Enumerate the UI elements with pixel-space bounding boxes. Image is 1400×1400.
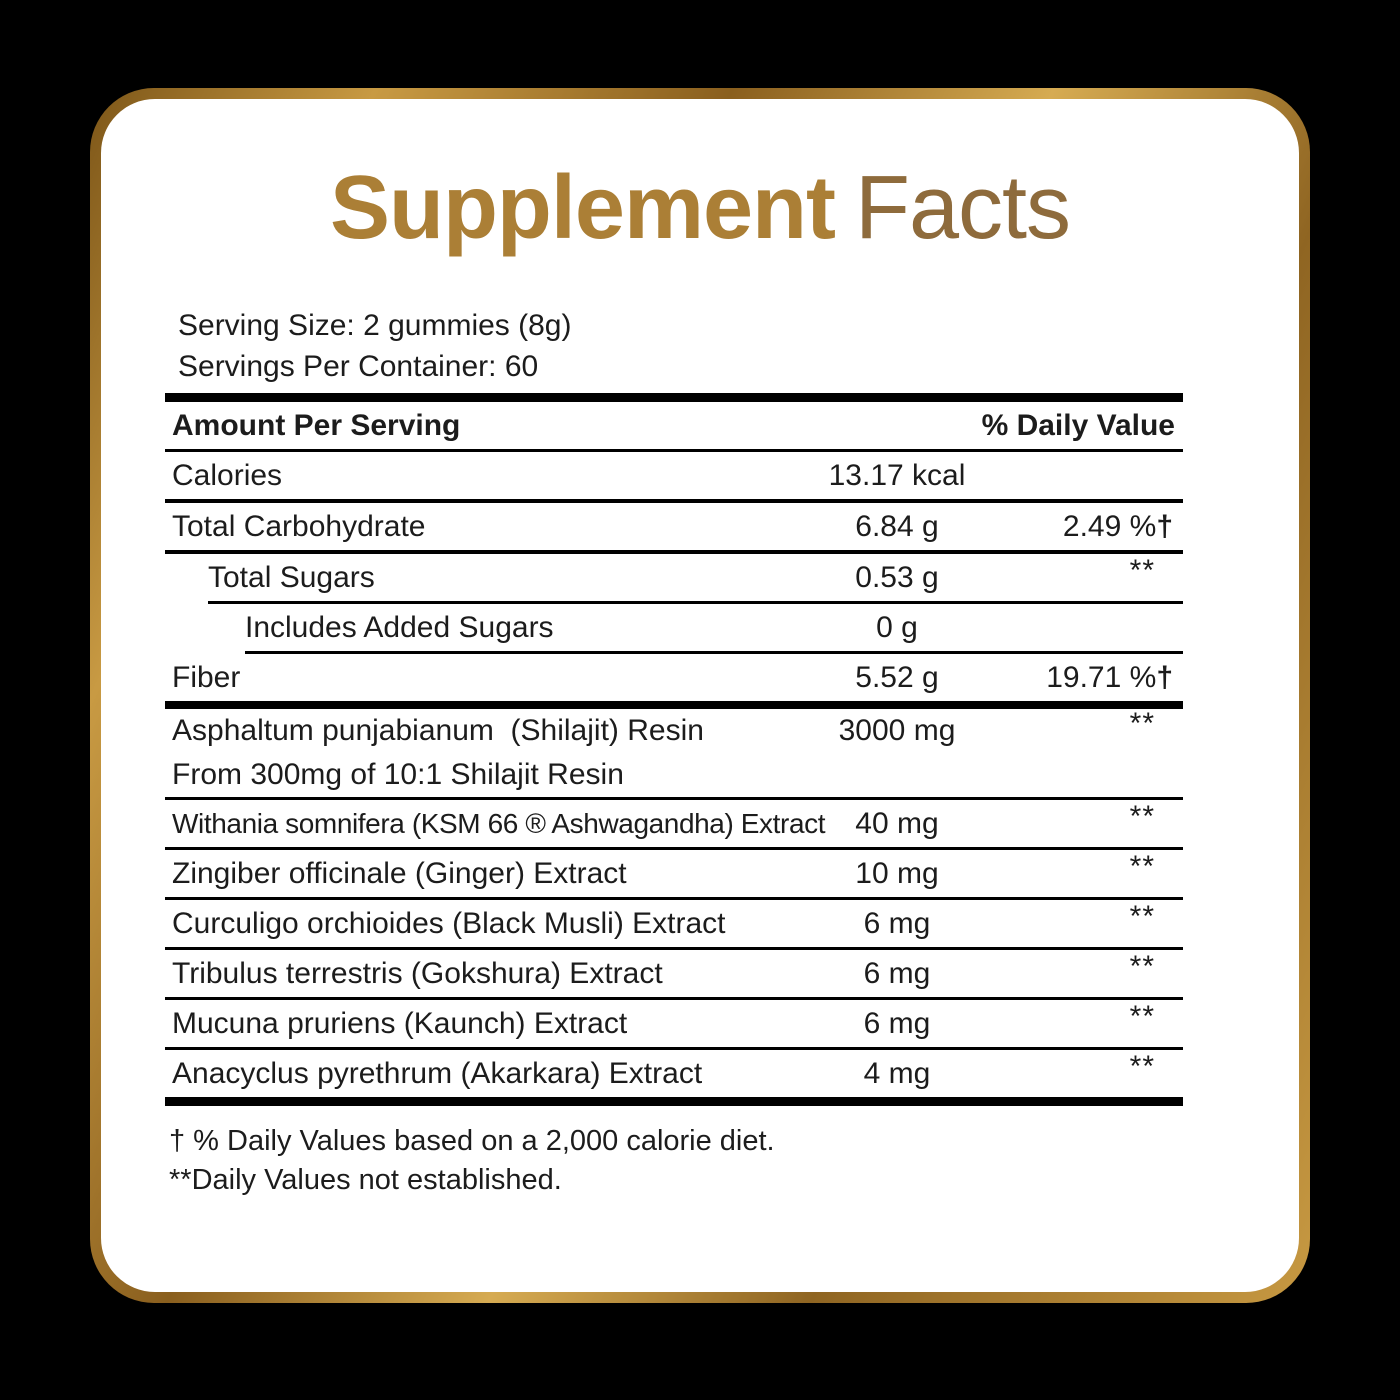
table-row: Anacyclus pyrethrum (Akarkara) Extract 4 … [165, 1050, 1183, 1097]
row-name: Zingiber officinale (Ginger) Extract [172, 856, 627, 890]
row-amount: 6.84 g [855, 509, 939, 543]
table-row: Mucuna pruriens (Kaunch) Extract 6 mg ** [165, 1000, 1183, 1047]
amount-per-serving-header: Amount Per Serving [172, 408, 461, 442]
row-name: Withania somnifera (KSM 66 ® Ashwagandha… [172, 807, 826, 839]
row-name: Fiber [172, 660, 241, 694]
row-divider [208, 601, 1183, 604]
table-row: Fiber 5.52 g 19.71 %† [165, 654, 1183, 701]
row-amount: 40 mg [855, 806, 939, 840]
table-bottom-bar [165, 1097, 1183, 1106]
row-name: Total Carbohydrate [172, 509, 426, 543]
daily-value-stars: ** [1129, 553, 1155, 587]
dagger-symbol: † [1156, 660, 1173, 694]
row-name: Calories [172, 458, 283, 492]
table-row: Zingiber officinale (Ginger) Extract 10 m… [165, 850, 1183, 897]
facts-table: Amount Per Serving % Daily Value Calories 1… [165, 393, 1183, 1106]
table-row: Calories 13.17 kcal [165, 452, 1183, 499]
row-divider [245, 651, 1183, 654]
row-amount: 5.52 g [855, 660, 939, 694]
row-name-line2: From 300mg of 10:1 Shilajit Resin [172, 758, 624, 791]
row-divider [165, 997, 1183, 1000]
table-row: Withania somnifera (KSM 66 ® Ashwagandha… [165, 800, 1183, 847]
table-row: Asphaltum punjabianum (Shilajit) Resin Fr… [165, 707, 1183, 797]
row-amount: 6 mg [863, 1006, 931, 1040]
row-daily-value: ** [997, 1000, 1183, 1041]
page-title: Supplement Facts [101, 163, 1299, 253]
row-daily-value: ** [997, 800, 1183, 841]
row-daily-value: ** [997, 850, 1183, 891]
footnote-not-established: **Daily Values not established. [169, 1164, 562, 1196]
row-daily-value: 19.71 %† [1046, 660, 1173, 694]
daily-value-stars: ** [1129, 799, 1155, 833]
row-name-line1: Asphaltum punjabianum (Shilajit) Resin [172, 714, 704, 747]
row-daily-value: ** [997, 950, 1183, 991]
dagger-symbol: † [1156, 509, 1173, 543]
row-name: Anacyclus pyrethrum (Akarkara) Extract [172, 1056, 703, 1090]
row-amount: 0 g [876, 610, 918, 644]
table-top-bar [165, 393, 1183, 402]
daily-value-stars: ** [1129, 949, 1155, 983]
table-row: Total Sugars 0.53 g ** [165, 554, 1183, 601]
row-amount: 10 mg [855, 856, 939, 890]
daily-value-stars: ** [1129, 707, 1155, 740]
gold-border: Supplement Facts Serving Size: 2 gummies … [90, 88, 1310, 1303]
daily-value-stars: ** [1129, 899, 1155, 933]
row-daily-value: ** [997, 554, 1183, 595]
table-header-row: Amount Per Serving % Daily Value [165, 402, 1183, 449]
row-name: Includes Added Sugars [245, 610, 554, 644]
row-name: Asphaltum punjabianum (Shilajit) Resin Fr… [165, 709, 797, 797]
row-daily-value: ** [997, 1050, 1183, 1091]
row-amount: 13.17 kcal [828, 458, 966, 492]
row-name: Total Sugars [208, 560, 375, 594]
row-amount: 3000 mg [838, 714, 956, 747]
row-divider [165, 1047, 1183, 1050]
row-daily-value: ** [997, 900, 1183, 941]
servings-per-container: Servings Per Container: 60 [178, 350, 539, 383]
title-facts: Facts [855, 158, 1071, 258]
row-daily-value: 2.49 %† [1062, 509, 1173, 543]
table-row: Includes Added Sugars 0 g [165, 604, 1183, 651]
footnote-daily-value: † % Daily Values based on a 2,000 calori… [169, 1125, 775, 1157]
title-supplement: Supplement [329, 158, 836, 258]
footnotes: † % Daily Values based on a 2,000 calori… [169, 1122, 1299, 1200]
table-row: Curculigo orchioides (Black Musli) Extra… [165, 900, 1183, 947]
table-row: Total Carbohydrate 6.84 g 2.49 %† [165, 503, 1183, 550]
row-name: Mucuna pruriens (Kaunch) Extract [172, 1006, 628, 1040]
daily-value-stars: ** [1129, 1049, 1155, 1083]
row-daily-value: ** [997, 707, 1183, 753]
row-divider [165, 550, 1183, 554]
row-divider [165, 847, 1183, 850]
serving-size: Serving Size: 2 gummies (8g) [178, 309, 572, 342]
row-amount: 4 mg [863, 1056, 931, 1090]
row-amount: 0.53 g [855, 560, 939, 594]
row-divider [165, 947, 1183, 950]
row-amount: 6 mg [863, 906, 931, 940]
supplement-facts-card: Supplement Facts Serving Size: 2 gummies … [101, 99, 1299, 1292]
row-name: Curculigo orchioides (Black Musli) Extra… [172, 906, 726, 940]
row-divider [165, 897, 1183, 900]
daily-value-stars: ** [1129, 999, 1155, 1033]
row-divider [165, 499, 1183, 503]
table-row: Tribulus terrestris (Gokshura) Extract 6 … [165, 950, 1183, 997]
serving-info: Serving Size: 2 gummies (8g) Servings Pe… [178, 305, 1299, 387]
section-divider-bar [165, 701, 1183, 709]
row-name: Tribulus terrestris (Gokshura) Extract [172, 956, 663, 990]
daily-value-header: % Daily Value [981, 408, 1175, 442]
row-divider [165, 797, 1183, 800]
daily-value-stars: ** [1129, 849, 1155, 883]
row-divider [165, 449, 1183, 452]
row-amount: 6 mg [863, 956, 931, 990]
